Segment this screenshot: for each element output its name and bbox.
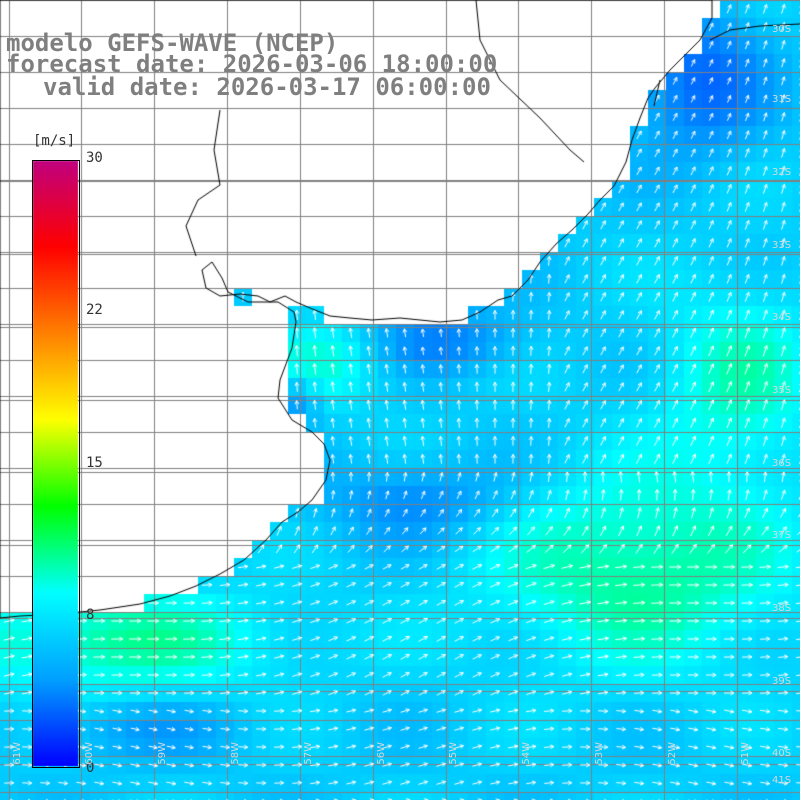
lon-label: 58W xyxy=(230,742,241,765)
colorbar-unit-label: [m/s] xyxy=(33,133,76,149)
title-model: modelo GEFS-WAVE (NCEP) xyxy=(6,29,339,57)
colorbar xyxy=(32,160,80,768)
colorbar-tick-8: 8 xyxy=(86,607,95,623)
lat-label: 41S xyxy=(772,775,792,786)
colorbar-tick-15: 15 xyxy=(86,455,103,471)
lon-label: 57W xyxy=(303,742,314,765)
lat-label: 36S xyxy=(772,458,792,469)
lat-label: 32S xyxy=(772,167,792,178)
lon-label: 52W xyxy=(667,742,678,765)
lat-label: 33S xyxy=(772,240,792,251)
lat-label: 40S xyxy=(772,748,792,759)
lon-label: 55W xyxy=(448,742,459,765)
lat-label: 31S xyxy=(772,94,792,105)
colorbar-tick-0: 0 xyxy=(86,760,95,776)
lat-label: 38S xyxy=(772,603,792,614)
lat-label: 30S xyxy=(772,24,792,35)
lat-label: 34S xyxy=(772,312,792,323)
lon-label: 56W xyxy=(376,742,387,765)
lon-label: 51W xyxy=(740,742,751,765)
lat-label: 37S xyxy=(772,530,792,541)
colorbar-tick-30: 30 xyxy=(86,150,103,166)
lon-label: 54W xyxy=(521,742,532,765)
title-forecast-date: forecast date: 2026-03-06 18:00:00 xyxy=(6,50,498,78)
lon-label: 61W xyxy=(12,742,23,765)
lon-label: 53W xyxy=(594,742,605,765)
colorbar-tick-22: 22 xyxy=(86,302,103,318)
lon-label: 60W xyxy=(84,742,95,765)
lon-label: 59W xyxy=(157,742,168,765)
lat-label: 39S xyxy=(772,676,792,687)
title-valid-date: valid date: 2026-03-17 06:00:00 xyxy=(43,73,491,101)
lat-label: 35S xyxy=(772,385,792,396)
